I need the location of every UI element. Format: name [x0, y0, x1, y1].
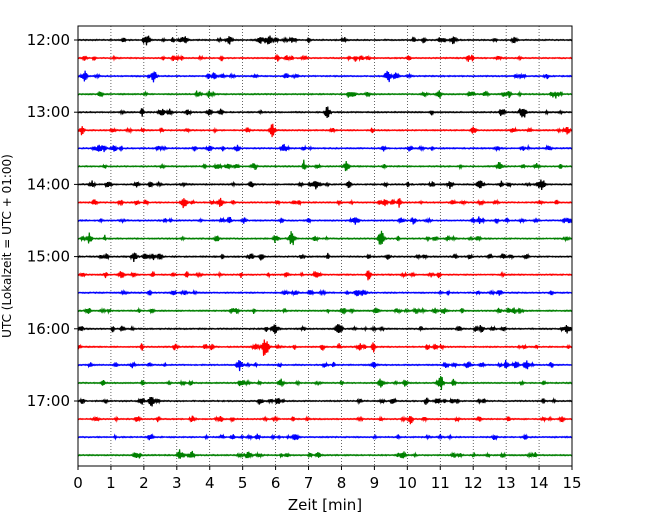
x-tick-label: 14: [530, 474, 549, 492]
trace-1400: [77, 179, 573, 191]
x-axis-label: Zeit [min]: [288, 496, 362, 514]
y-tick-label: 16:00: [27, 320, 70, 338]
y-axis-ticks: 12:00 13:00 14:00 15:00 16:00 17:00: [27, 31, 78, 410]
x-tick-label: 13: [497, 474, 516, 492]
x-tick-label: 11: [431, 474, 450, 492]
trace-1615: [77, 339, 573, 356]
x-tick-label: 1: [106, 474, 116, 492]
plot-frame: [77, 25, 573, 467]
x-tick-label: 0: [73, 474, 83, 492]
x-tick-label: 3: [172, 474, 182, 492]
x-tick-label: 5: [238, 474, 248, 492]
trace-1300: [77, 106, 573, 119]
trace-1700: [77, 396, 573, 407]
x-tick-label: 7: [304, 474, 314, 492]
trace-1600: [77, 324, 573, 335]
trace-1315: [77, 123, 573, 138]
trace-1215: [77, 54, 573, 62]
trace-1630: [77, 359, 573, 372]
x-tick-label: 4: [205, 474, 215, 492]
x-tick-label: 10: [398, 474, 417, 492]
y-tick-label: 12:00: [27, 31, 70, 49]
trace-1230: [77, 70, 573, 83]
x-tick-label: 9: [370, 474, 380, 492]
seismogram-traces: [77, 35, 573, 459]
trace-1330: [77, 143, 573, 153]
y-tick-label: 14:00: [27, 175, 70, 193]
trace-1445: [77, 230, 573, 246]
x-tick-label: 15: [562, 474, 581, 492]
trace-1500: [77, 252, 573, 263]
trace-1415: [77, 197, 573, 209]
y-axis-label: UTC (Lokalzeit = UTC + 01:00): [0, 154, 14, 338]
y-tick-label: 15:00: [27, 248, 70, 266]
trace-1345: [77, 159, 573, 172]
trace-1730: [77, 433, 573, 441]
trace-1745: [77, 449, 573, 459]
trace-1515: [77, 270, 573, 281]
x-tick-label: 12: [464, 474, 483, 492]
trace-1530: [77, 288, 573, 297]
x-axis-ticks: 0 1 2 3 4 5 6 7 8 9 10 11 12 13 14 15: [73, 466, 582, 492]
x-tick-label: 6: [271, 474, 281, 492]
x-tick-label: 8: [337, 474, 347, 492]
trace-1645: [77, 375, 573, 391]
vertical-gridlines: [110, 26, 540, 466]
trace-1545: [77, 306, 573, 315]
y-tick-label: 13:00: [27, 103, 70, 121]
trace-1245: [77, 90, 573, 99]
trace-1430: [77, 216, 573, 225]
y-tick-label: 17:00: [27, 392, 70, 410]
x-tick-label: 2: [139, 474, 149, 492]
trace-1715: [77, 415, 573, 425]
trace-1200: [77, 35, 573, 46]
